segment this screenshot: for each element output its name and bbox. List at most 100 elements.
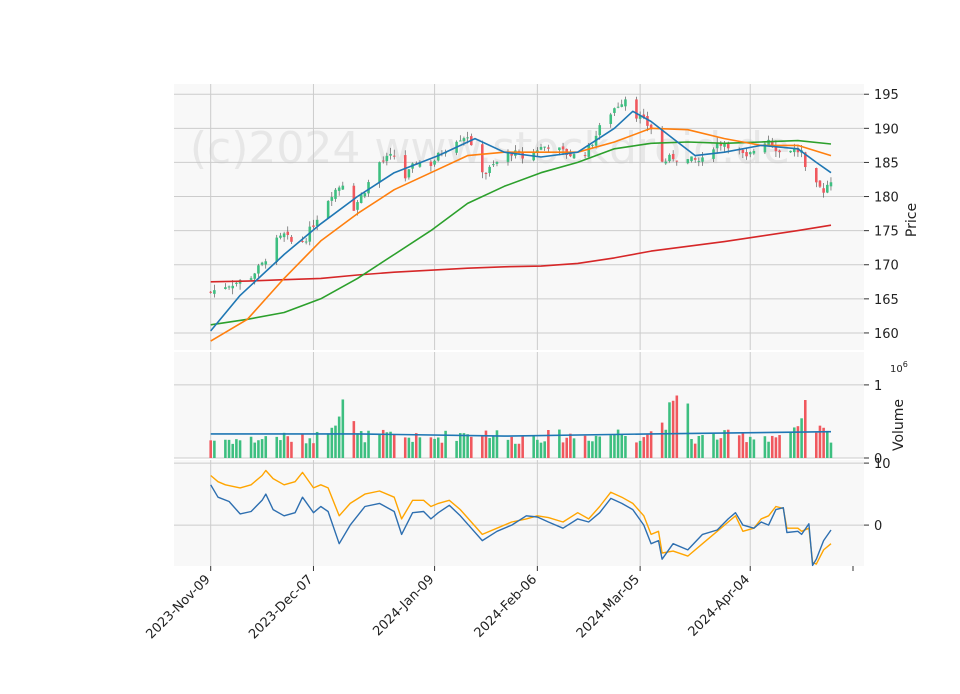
price-tick-label: 170	[874, 259, 899, 274]
volume-bar	[521, 436, 524, 458]
volume-bar	[789, 431, 792, 458]
volume-bar	[763, 436, 767, 458]
candle-body	[337, 187, 341, 191]
candle-body	[675, 160, 679, 162]
candle-body	[715, 143, 719, 149]
volume-bar	[455, 440, 458, 458]
candle-body	[290, 236, 293, 242]
volume-bar	[330, 427, 334, 458]
volume-bar	[598, 436, 602, 458]
candle-body	[649, 124, 653, 130]
candle-body	[752, 150, 756, 154]
volume-bar	[587, 440, 591, 458]
x-tick-label: 2024-Mar-05	[574, 572, 643, 641]
candle-body	[697, 160, 701, 162]
candle-body	[279, 235, 282, 238]
candle-body	[587, 145, 591, 157]
candle-body	[488, 166, 491, 174]
x-tick-label: 2023-Dec-07	[246, 572, 316, 642]
volume-bar	[337, 416, 341, 458]
candle-body	[385, 155, 389, 162]
volume-bar	[792, 427, 796, 458]
candle-body	[403, 155, 407, 179]
candle-body	[624, 99, 627, 107]
price-tick-label: 190	[874, 122, 899, 137]
volume-bar	[668, 402, 671, 458]
candle-body	[367, 182, 370, 194]
volume-bar	[418, 437, 422, 458]
candle-body	[392, 155, 396, 157]
candle-body	[598, 125, 602, 136]
volume-bar	[359, 431, 363, 458]
x-tick-label: 2024-Jan-09	[370, 572, 437, 639]
volume-tick-label: 0	[874, 452, 882, 467]
candle-body	[741, 149, 745, 154]
volume-tick-label: 1	[874, 379, 882, 394]
grid-lines	[174, 84, 864, 566]
candle-body	[492, 164, 495, 166]
volume-bar	[712, 432, 715, 458]
candle-body	[356, 202, 359, 210]
candle-body	[389, 153, 392, 156]
volume-bar	[726, 429, 730, 458]
price-tick-label: 165	[874, 293, 899, 308]
volume-bar	[796, 426, 800, 458]
volume-axis-exponent: 106	[890, 360, 908, 375]
candle-body	[748, 152, 752, 155]
candle-body	[312, 225, 315, 227]
volume-bar	[492, 436, 495, 458]
volume-bar	[352, 421, 356, 458]
candle-body	[815, 168, 818, 183]
volume-bar	[213, 440, 216, 458]
volume-bar	[770, 435, 774, 458]
candle-body	[591, 144, 594, 146]
oscillator-tick-label: 0	[874, 519, 882, 534]
volume-bar	[209, 440, 212, 458]
candle-body	[778, 150, 781, 153]
volume-bar	[510, 436, 513, 458]
volume-bar	[286, 436, 290, 458]
candle-body	[429, 161, 433, 166]
volume-bar	[275, 436, 279, 458]
volume-bar	[620, 433, 624, 458]
volume-bar	[826, 430, 829, 458]
volume-bar	[481, 435, 484, 458]
volume-bar	[635, 442, 638, 458]
volume-bar	[638, 440, 642, 458]
candle-body	[506, 152, 510, 162]
volume-bar	[367, 430, 370, 458]
volume-bar	[363, 442, 367, 458]
candle-body	[315, 219, 319, 227]
price-tick-label: 185	[874, 156, 899, 171]
volume-bar	[642, 437, 646, 458]
candle-body	[282, 233, 286, 238]
candle-body	[495, 161, 499, 164]
candle-body	[668, 154, 671, 162]
volume-bar	[693, 443, 697, 458]
candle-body	[547, 147, 550, 149]
volume-bar	[403, 437, 407, 458]
candle-body	[693, 158, 697, 160]
volume-bar	[767, 441, 770, 458]
volume-average-line	[210, 430, 832, 437]
candle-body	[543, 146, 546, 148]
volume-bar	[381, 429, 385, 458]
candle-body	[484, 172, 488, 174]
candle-body	[635, 99, 638, 119]
price-tick-label: 175	[874, 225, 899, 240]
volume-bar	[741, 432, 745, 458]
candle-body	[224, 287, 227, 290]
volume-bar	[624, 435, 627, 458]
candle-body	[481, 144, 484, 173]
volume-bar	[326, 433, 330, 458]
sma-slow-line	[210, 139, 832, 326]
volume-bar	[646, 434, 649, 458]
candle-body	[726, 143, 730, 149]
volume-bar	[737, 435, 741, 458]
candle-body	[620, 104, 624, 107]
candle-body	[774, 145, 778, 152]
candle-body	[257, 265, 260, 274]
volume-bar	[748, 436, 752, 458]
volume-bar	[536, 439, 539, 458]
volume-bar	[572, 438, 576, 458]
